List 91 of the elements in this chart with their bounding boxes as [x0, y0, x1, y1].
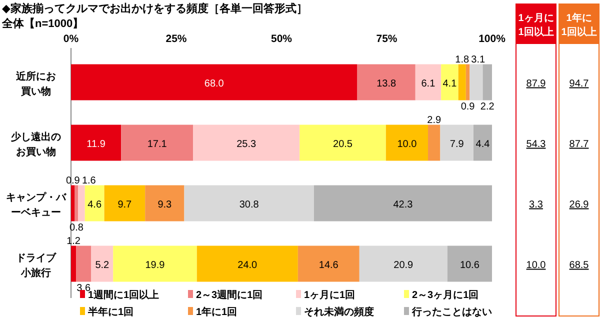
legend-label: 1週間に1回以上	[88, 289, 160, 301]
legend-label: それ未満の頻度	[304, 306, 374, 318]
legend-label: 2～3ヶ月に1回	[412, 290, 479, 301]
bar	[386, 124, 428, 161]
legend-label: 半年に1回	[87, 306, 134, 318]
data-label: 0.9	[460, 101, 476, 112]
data-label: 7.9	[450, 138, 464, 150]
bar	[300, 124, 386, 161]
chart-subtitle: 全体【n=1000】	[1, 17, 84, 30]
legend-label: 行ったことはない	[411, 306, 492, 318]
text: 94.7	[569, 78, 590, 90]
data-label: 6.1	[421, 78, 436, 90]
bar	[121, 124, 194, 161]
bar	[466, 64, 470, 100]
data-label: 14.6	[318, 260, 339, 271]
bar	[458, 64, 466, 100]
data-label: 5.2	[95, 260, 110, 271]
data-label: 13.8	[376, 78, 396, 90]
text: 87.7	[569, 138, 590, 150]
bar	[470, 64, 483, 100]
category-label: キャンプ・バーベキュー	[6, 192, 66, 218]
data-label: 3.1	[471, 54, 486, 66]
bar	[84, 185, 104, 222]
bar	[71, 124, 122, 161]
bar	[71, 185, 75, 222]
bar	[440, 124, 474, 161]
bar	[428, 124, 440, 161]
legend-label: 1年に1回	[196, 306, 238, 318]
bar	[71, 246, 76, 282]
data-label: 11.9	[86, 138, 106, 150]
bar	[91, 246, 114, 282]
category-label: 近所にお買い物	[16, 71, 56, 98]
text: 68.5	[569, 260, 590, 271]
bar	[357, 64, 416, 100]
text: 1年に 1回以上	[561, 12, 597, 38]
bar	[441, 64, 458, 100]
bar	[359, 246, 448, 282]
data-label: 20.5	[333, 138, 353, 150]
data-label: 9.7	[118, 199, 132, 210]
data-label: 68.0	[204, 78, 224, 90]
data-label: 25.3	[236, 138, 257, 150]
bar	[76, 246, 92, 282]
bar	[447, 246, 492, 282]
text: 87.9	[526, 78, 546, 90]
x-tick-label: 25%	[166, 33, 188, 45]
data-label: 30.8	[239, 199, 260, 210]
bar	[193, 124, 300, 161]
data-label: 24.0	[238, 260, 258, 271]
bar	[415, 64, 442, 100]
chart-title: ◆家族揃ってクルマでお出かけをする頻度［各単一回答形式］	[2, 2, 308, 15]
bar	[314, 185, 492, 222]
data-label: 9.3	[158, 199, 172, 210]
bar	[482, 64, 492, 100]
data-label: 1.2	[66, 236, 81, 247]
x-tick-label: 50%	[270, 33, 293, 45]
data-label: 1.8	[455, 54, 470, 66]
bar	[113, 246, 197, 282]
x-tick-label: 100%	[478, 33, 506, 45]
data-label: 1.6	[82, 175, 96, 186]
bar	[473, 124, 492, 161]
x-tick-label: 0%	[63, 33, 80, 45]
text: 10.0	[526, 260, 546, 271]
bar	[104, 185, 146, 222]
data-label: 4.1	[442, 78, 458, 90]
bar	[298, 246, 360, 282]
legend-label: 2～3週間に1回	[196, 289, 263, 301]
data-label: 42.3	[393, 199, 414, 210]
category-label: ドライブ小旅行	[16, 252, 56, 279]
data-label: 0.9	[66, 175, 80, 186]
data-label: 4.4	[476, 138, 490, 150]
data-label: 19.9	[145, 260, 166, 271]
text: 3.3	[529, 199, 544, 210]
category-label: 少し遠出のお買い物	[11, 132, 61, 158]
data-label: 2.9	[427, 114, 442, 126]
bar	[196, 246, 298, 282]
data-label: 10.6	[460, 260, 480, 271]
data-label: 0.8	[70, 222, 84, 234]
text: 1ヶ月に 1回以上	[518, 13, 554, 38]
text: 54.3	[526, 138, 546, 150]
data-label: 17.1	[147, 138, 168, 150]
data-label: 20.9	[394, 260, 414, 271]
data-label: 2.2	[480, 101, 495, 112]
bar	[78, 185, 85, 222]
data-label: 10.0	[397, 138, 418, 150]
x-tick-label: 75%	[376, 33, 398, 45]
text: 26.9	[569, 199, 590, 210]
bar	[145, 185, 184, 222]
data-label: 4.6	[88, 199, 102, 210]
legend-label: 1ヶ月に1回	[304, 290, 356, 301]
bar	[184, 185, 314, 222]
bar	[71, 64, 358, 100]
